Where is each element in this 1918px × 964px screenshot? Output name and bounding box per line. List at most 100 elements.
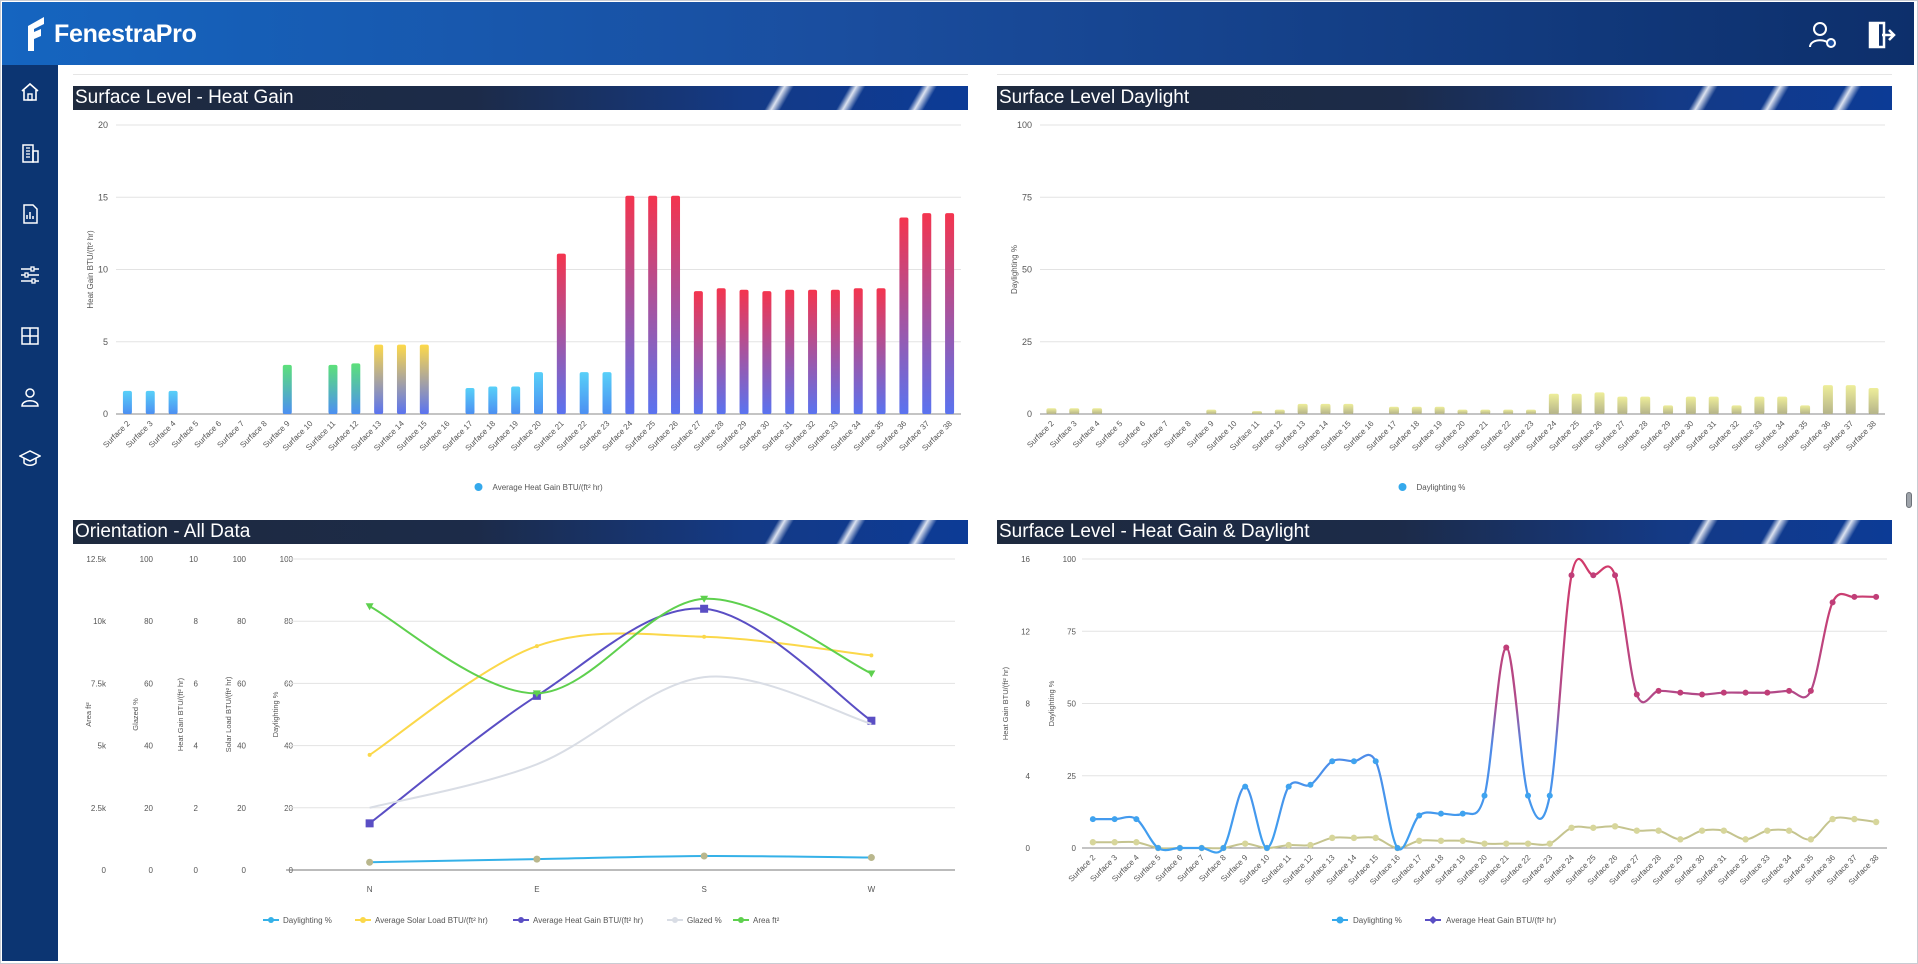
y-tick-label: 8: [194, 617, 199, 626]
app-logo[interactable]: FenestraPro: [24, 16, 197, 52]
y-tick-label: 20: [237, 804, 246, 813]
user-gear-icon[interactable]: [1808, 20, 1838, 50]
bar: [1411, 406, 1422, 414]
series-line: [369, 675, 872, 809]
data-point: [1851, 593, 1858, 600]
bar: [1868, 387, 1879, 414]
scroll-thumb[interactable]: [1906, 492, 1912, 508]
data-point: [1785, 827, 1793, 834]
y-tick-label: 20: [144, 804, 153, 813]
user-icon[interactable]: [19, 386, 41, 408]
data-point: [1307, 781, 1314, 788]
data-point: [1416, 837, 1423, 844]
data-point: [1133, 839, 1140, 846]
y-tick-label: 7.5k: [91, 679, 107, 688]
building-icon[interactable]: [19, 142, 41, 164]
legend-marker: [1429, 916, 1437, 924]
data-point: [867, 854, 875, 862]
home-icon[interactable]: [19, 81, 41, 103]
sliders-icon[interactable]: [19, 264, 41, 286]
bar: [648, 195, 658, 414]
report-icon[interactable]: [19, 203, 41, 225]
bar: [1503, 409, 1514, 414]
bar: [853, 288, 863, 414]
graduation-cap-icon[interactable]: [19, 447, 41, 469]
data-point: [1807, 687, 1814, 694]
bar: [762, 291, 772, 414]
series-line: [369, 854, 872, 864]
y-tick-label: 20: [98, 120, 108, 130]
x-tick-label: N: [367, 885, 373, 894]
series-line: [369, 597, 872, 695]
panel-title: Surface Level - Heat Gain & Daylight: [999, 521, 1310, 542]
data-point: [1568, 824, 1575, 831]
logout-icon[interactable]: [1866, 20, 1896, 50]
y-tick-label: 8: [1026, 700, 1031, 709]
legend-label: Average Heat Gain BTU/(ft² hr): [493, 483, 603, 492]
bar: [671, 195, 681, 414]
bar: [419, 344, 429, 414]
data-point: [367, 752, 372, 757]
y-tick-label: 50: [1067, 700, 1076, 709]
data-point: [1525, 792, 1532, 799]
bar: [1046, 408, 1057, 414]
scrollbar[interactable]: [1904, 65, 1914, 961]
bar: [945, 213, 955, 414]
bar: [465, 387, 475, 414]
legend-label: Area ft²: [753, 916, 780, 925]
data-point: [1655, 827, 1662, 834]
y-axis-label: Area ft²: [84, 702, 93, 727]
y-tick-label: 16: [1021, 555, 1030, 564]
bar: [1640, 396, 1651, 414]
panel-header-daylight: Surface Level Daylight: [997, 86, 1892, 110]
data-point: [1416, 812, 1423, 819]
data-point: [1807, 836, 1815, 843]
data-point: [1633, 827, 1640, 834]
bar: [1343, 403, 1354, 414]
bar: [1388, 406, 1399, 414]
y-tick-label: 2.5k: [91, 804, 107, 813]
y-tick-label: 60: [284, 679, 293, 688]
y-tick-label: 0: [1027, 409, 1032, 419]
bar: [1526, 409, 1537, 414]
dashboard-content: [58, 65, 1914, 961]
data-point: [1699, 691, 1706, 698]
y-axis-label: Glazed %: [131, 698, 140, 731]
data-point: [533, 855, 541, 863]
panel-title: Surface Level - Heat Gain: [75, 87, 294, 108]
data-point: [534, 644, 539, 649]
data-point: [700, 595, 709, 603]
data-point: [1329, 758, 1336, 765]
y-tick-label: 2: [194, 804, 199, 813]
legend-label: Average Solar Load BTU/(ft² hr): [375, 916, 488, 925]
y-tick-label: 100: [1017, 120, 1032, 130]
data-point: [1307, 841, 1314, 849]
data-point: [1372, 834, 1379, 842]
bar: [374, 344, 384, 414]
bar: [556, 253, 566, 414]
bar: [1777, 396, 1788, 414]
data-point: [1285, 841, 1292, 849]
bar: [922, 213, 932, 414]
y-tick-label: 40: [144, 742, 153, 751]
bar: [1434, 406, 1445, 414]
data-point: [1786, 687, 1793, 694]
y-tick-label: 12.5k: [86, 555, 107, 564]
bar: [625, 195, 635, 414]
x-tick-label: E: [534, 885, 539, 894]
series-line: [1092, 557, 1877, 854]
data-point: [1503, 644, 1510, 651]
bar: [282, 364, 292, 414]
legend-label: Daylighting %: [283, 916, 332, 925]
data-point: [1698, 827, 1706, 834]
legend-label: Daylighting %: [1353, 916, 1402, 925]
grid-icon[interactable]: [19, 325, 41, 347]
data-point: [1220, 845, 1227, 851]
y-axis-label: Daylighting %: [1010, 245, 1019, 294]
data-point: [1176, 845, 1183, 851]
y-tick-label: 10: [189, 555, 198, 564]
data-point: [1350, 758, 1357, 765]
y-tick-label: 0: [242, 866, 247, 875]
data-point: [1394, 845, 1401, 851]
data-point: [1590, 572, 1597, 579]
